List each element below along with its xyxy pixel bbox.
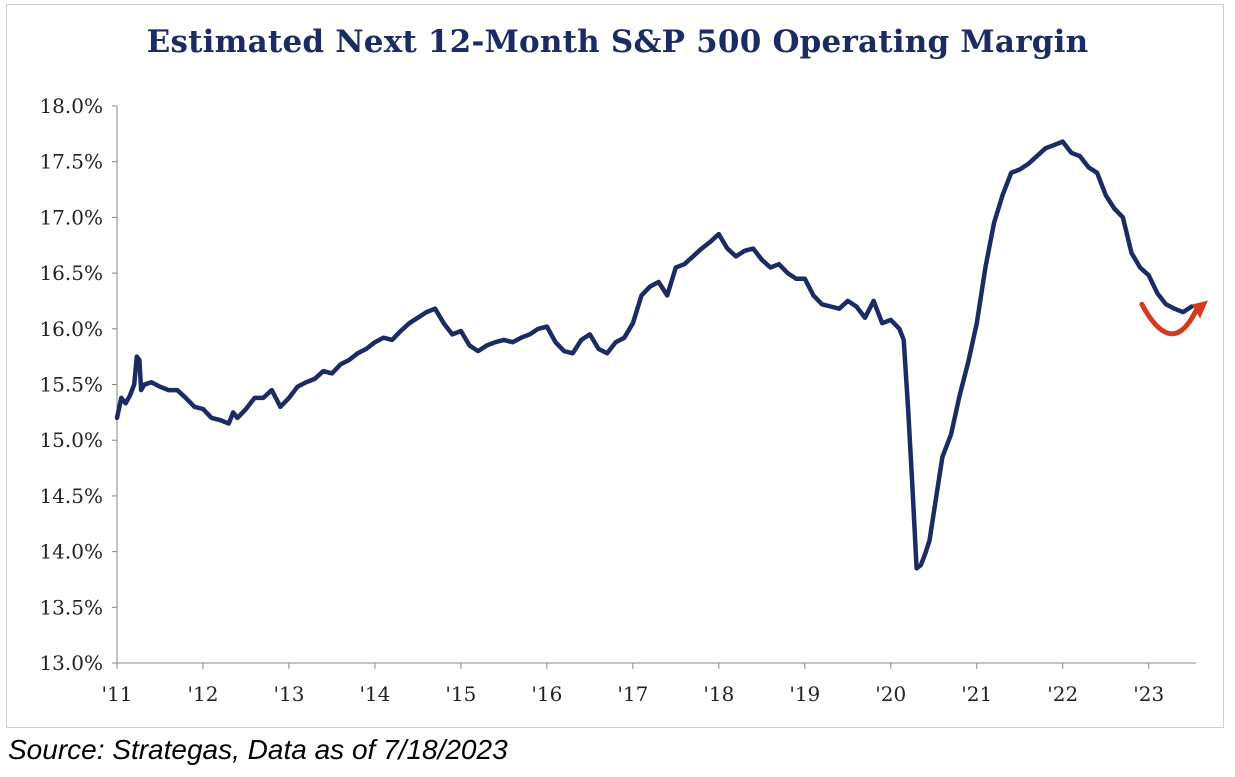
y-tick-label: 18.0% <box>39 94 103 118</box>
x-tick-label: '17 <box>617 682 648 706</box>
y-tick-label: 14.5% <box>39 484 103 508</box>
trough-annotation <box>1139 300 1209 337</box>
x-tick-label: '13 <box>273 682 304 706</box>
x-tick-label: '19 <box>789 682 820 706</box>
axes <box>112 105 1196 669</box>
y-tick-label: 14.0% <box>39 540 103 564</box>
arrow-head-icon <box>1192 300 1209 319</box>
series-line <box>114 139 1194 571</box>
x-axis-labels: '11 '12 '13 '14 '15 '16 '17 '18 '19 '20 '21 '22 '23 <box>102 682 1165 706</box>
series-line-group <box>114 139 1194 571</box>
y-tick-label: 15.5% <box>39 373 103 397</box>
y-tick-label: 15.0% <box>39 428 103 452</box>
y-tick-label: 16.0% <box>39 317 103 341</box>
chart-title: Estimated Next 12-Month S&P 500 Operatin… <box>146 24 1089 60</box>
y-tick-label: 17.0% <box>39 205 103 229</box>
x-tick-label: '11 <box>102 682 133 706</box>
y-axis-labels: 18.0% 17.5% 17.0% 16.5% 16.0% 15.5% 15.0% 14.5%… <box>39 94 103 675</box>
x-tick-label: '20 <box>875 682 906 706</box>
y-tick-label: 13.5% <box>39 595 103 619</box>
x-tick-label: '15 <box>445 682 476 706</box>
chart-frame <box>6 4 1224 728</box>
x-tick-label: '12 <box>187 682 218 706</box>
source-note: Source: Strategas, Data as of 7/18/2023 <box>8 734 508 765</box>
x-tick-label: '22 <box>1047 682 1078 706</box>
x-tick-label: '18 <box>703 682 734 706</box>
y-tick-label: 17.5% <box>39 150 103 174</box>
x-tick-label: '23 <box>1133 682 1164 706</box>
curved-arrow-shaft <box>1139 301 1199 337</box>
y-tick-label: 16.5% <box>39 261 103 285</box>
x-tick-label: '21 <box>961 682 992 706</box>
y-tick-label: 13.0% <box>39 651 103 675</box>
x-tick-label: '14 <box>359 682 390 706</box>
x-tick-label: '16 <box>531 682 562 706</box>
